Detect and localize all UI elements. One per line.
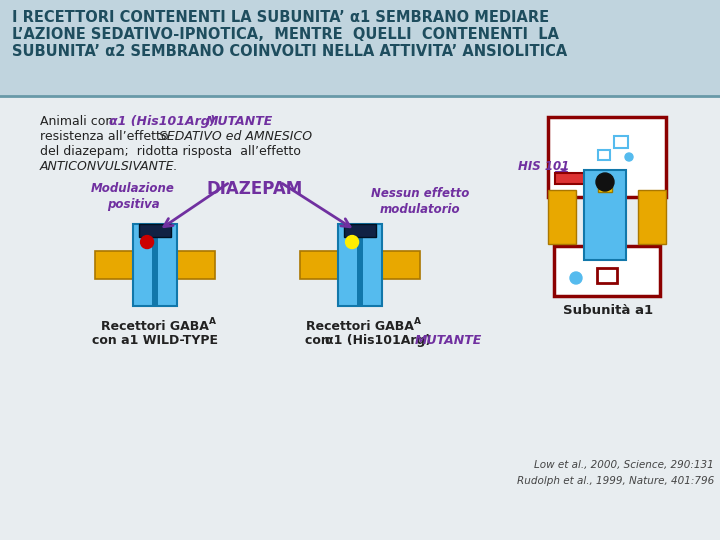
Text: Nessun effetto
modulatorio: Nessun effetto modulatorio [371, 187, 469, 216]
Text: MUTANTE: MUTANTE [415, 334, 482, 347]
Text: L’AZIONE SEDATIVO-IPNOTICA,  MENTRE  QUELLI  CONTENENTI  LA: L’AZIONE SEDATIVO-IPNOTICA, MENTRE QUELL… [12, 27, 559, 42]
Circle shape [346, 235, 359, 248]
Circle shape [140, 235, 153, 248]
Bar [548, 117, 666, 197]
Text: A: A [209, 317, 216, 326]
Bar [0, 0, 720, 95]
Bar [344, 224, 376, 237]
Circle shape [570, 272, 582, 284]
Text: Rudolph et al., 1999, Nature, 401:796: Rudolph et al., 1999, Nature, 401:796 [517, 476, 714, 486]
Bar [382, 251, 420, 279]
Text: α1 (His101Arg): α1 (His101Arg) [325, 334, 436, 347]
Text: I RECETTORI CONTENENTI LA SUBUNITA’ α1 SEMBRANO MEDIARE: I RECETTORI CONTENENTI LA SUBUNITA’ α1 S… [12, 10, 549, 25]
Bar [598, 180, 612, 192]
Text: HIS 101: HIS 101 [518, 159, 570, 172]
Bar [133, 224, 177, 306]
Text: Modulazione
positiva: Modulazione positiva [91, 182, 175, 211]
Bar [598, 150, 610, 160]
Text: Subunità a1: Subunità a1 [563, 304, 653, 317]
Bar [139, 224, 171, 237]
Bar [338, 224, 382, 306]
Text: resistenza all’effetto: resistenza all’effetto [40, 130, 173, 143]
Text: del diazepam;  ridotta risposta  all’effetto: del diazepam; ridotta risposta all’effet… [40, 145, 301, 158]
Circle shape [625, 153, 633, 161]
Circle shape [596, 173, 614, 191]
Text: DIAZEPAM: DIAZEPAM [207, 180, 303, 198]
Bar [152, 224, 158, 306]
Text: α1 (His101Arg): α1 (His101Arg) [109, 115, 220, 128]
Bar [357, 224, 363, 306]
Bar [177, 251, 215, 279]
Text: SEDATIVO ed AMNESICO: SEDATIVO ed AMNESICO [159, 130, 312, 143]
Text: ANTICONVULSIVANTE.: ANTICONVULSIVANTE. [40, 160, 179, 173]
Text: A: A [414, 317, 421, 326]
Bar [597, 268, 617, 283]
Bar [554, 246, 660, 296]
Text: con: con [305, 334, 334, 347]
Text: Recettori GABA: Recettori GABA [101, 320, 209, 333]
Bar [584, 170, 626, 260]
Text: Recettori GABA: Recettori GABA [306, 320, 414, 333]
Text: con a1 WILD-TYPE: con a1 WILD-TYPE [92, 334, 218, 347]
Bar [548, 190, 576, 244]
Bar [95, 251, 133, 279]
Bar [614, 136, 628, 148]
Text: MUTANTE: MUTANTE [206, 115, 274, 128]
Bar [638, 190, 666, 244]
Text: Animali con: Animali con [40, 115, 117, 128]
Text: Low et al., 2000, Science, 290:131: Low et al., 2000, Science, 290:131 [534, 460, 714, 470]
Bar [555, 173, 597, 184]
Bar [300, 251, 338, 279]
Text: SUBUNITA’ α2 SEMBRANO COINVOLTI NELLA ATTIVITA’ ANSIOLITICA: SUBUNITA’ α2 SEMBRANO COINVOLTI NELLA AT… [12, 44, 567, 59]
